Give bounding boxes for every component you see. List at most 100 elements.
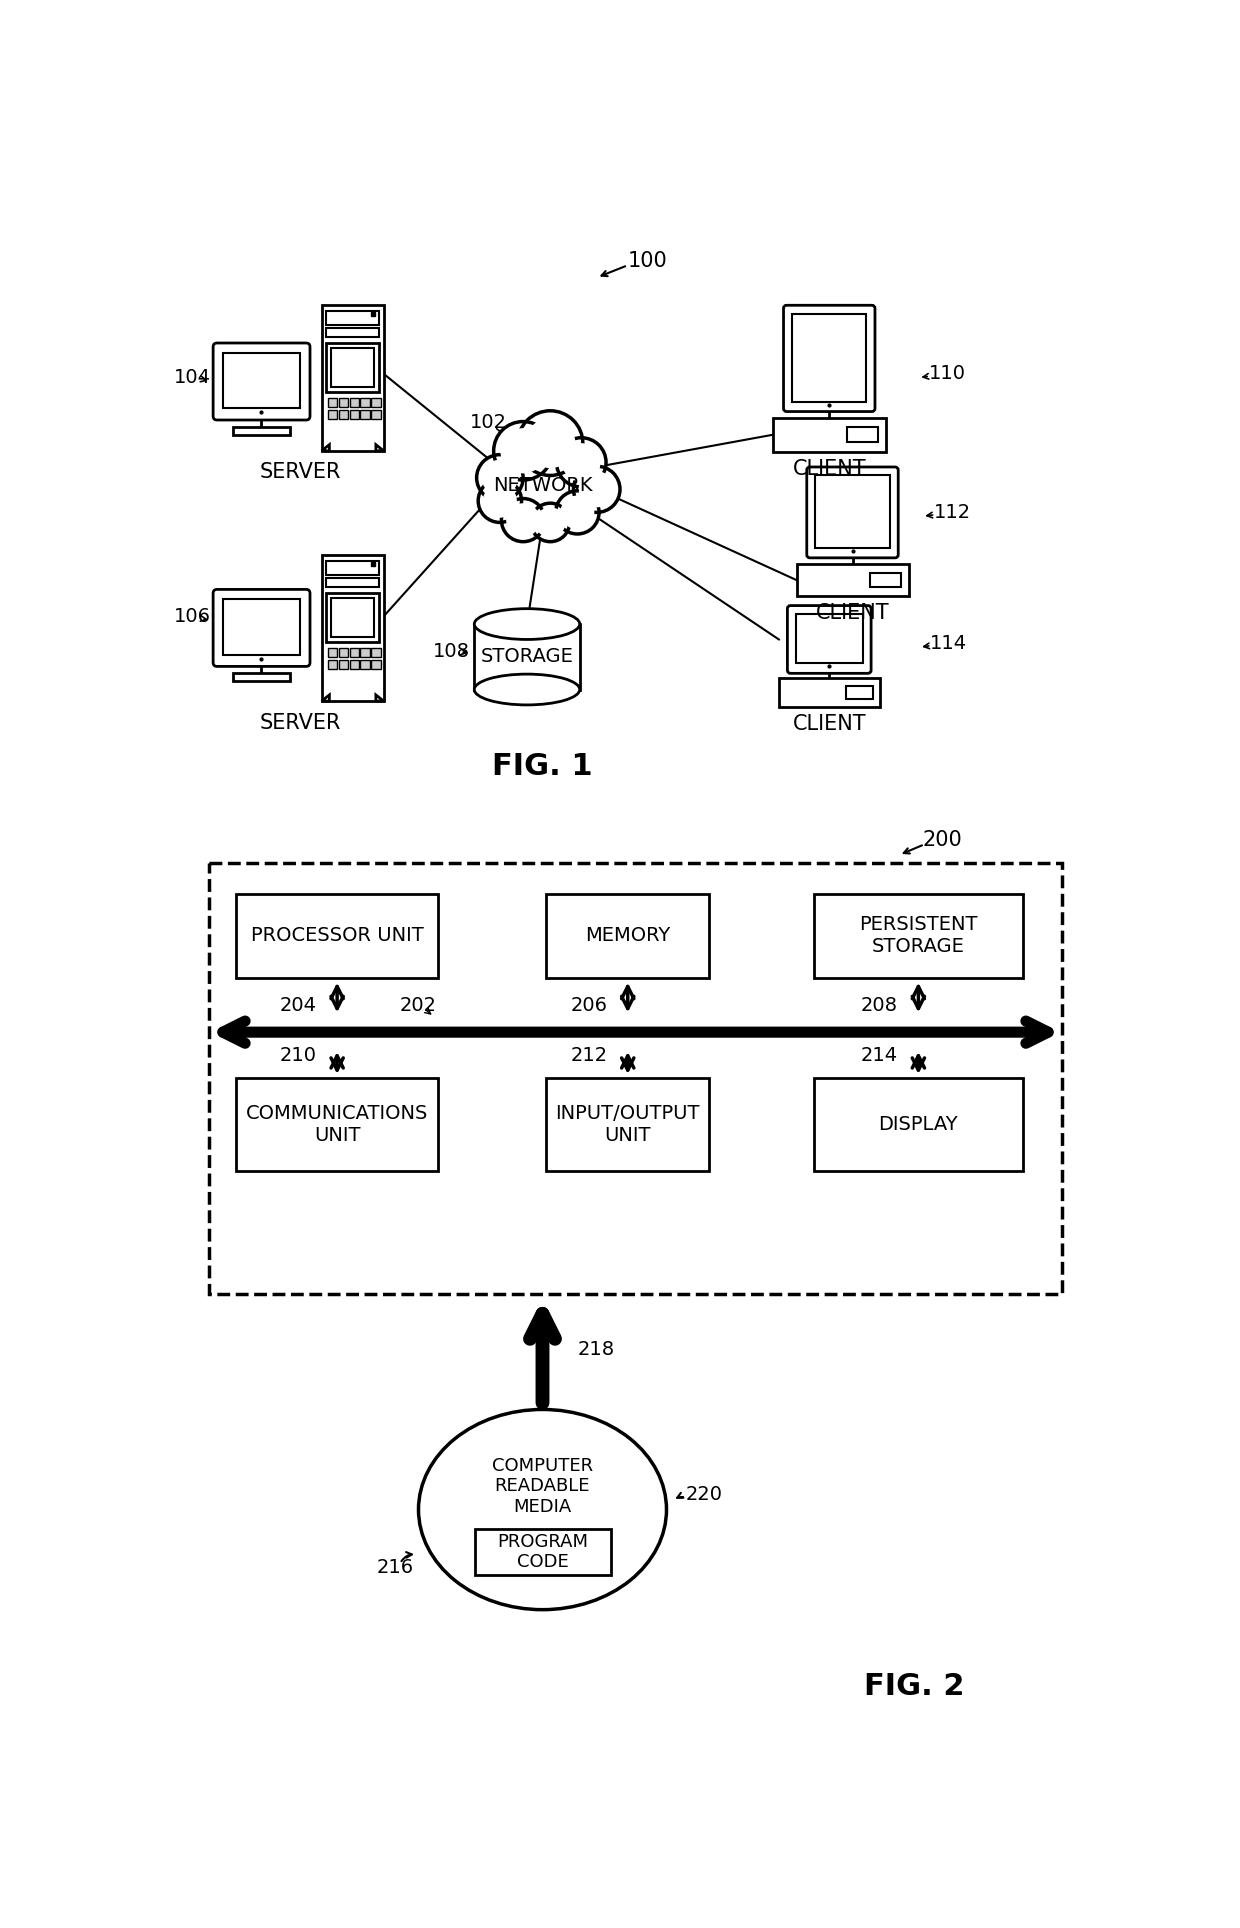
Bar: [350, 411, 358, 418]
Text: CLIENT: CLIENT: [816, 603, 889, 623]
Text: 220: 220: [686, 1485, 723, 1504]
Bar: [796, 613, 863, 663]
Text: 216: 216: [377, 1558, 414, 1577]
Circle shape: [573, 467, 620, 513]
Text: COMPUTER
READABLE
MEDIA: COMPUTER READABLE MEDIA: [492, 1458, 593, 1515]
Bar: [327, 648, 337, 657]
Text: PROGRAM
CODE: PROGRAM CODE: [497, 1533, 588, 1571]
Bar: [223, 600, 300, 656]
Bar: [371, 648, 381, 657]
FancyBboxPatch shape: [807, 467, 898, 557]
Circle shape: [557, 438, 606, 488]
Text: 110: 110: [929, 364, 966, 384]
FancyBboxPatch shape: [784, 305, 875, 411]
Bar: [339, 659, 348, 669]
Bar: [326, 310, 379, 324]
Polygon shape: [321, 694, 330, 702]
Bar: [233, 426, 290, 434]
Circle shape: [501, 428, 546, 472]
Bar: [233, 673, 290, 681]
Circle shape: [563, 443, 600, 480]
Bar: [237, 1078, 438, 1170]
Text: COMMUNICATIONS
UNIT: COMMUNICATIONS UNIT: [246, 1105, 428, 1145]
Bar: [350, 648, 358, 657]
FancyBboxPatch shape: [213, 343, 310, 420]
Text: 212: 212: [570, 1045, 608, 1064]
Bar: [326, 594, 379, 642]
Bar: [361, 659, 370, 669]
Text: PERSISTENT
STORAGE: PERSISTENT STORAGE: [859, 916, 977, 956]
Bar: [223, 353, 300, 409]
Bar: [327, 411, 337, 418]
Bar: [547, 893, 709, 977]
Bar: [321, 305, 383, 451]
FancyBboxPatch shape: [787, 605, 870, 673]
Circle shape: [482, 461, 517, 495]
Bar: [779, 679, 879, 708]
Bar: [816, 476, 890, 548]
Text: FIG. 2: FIG. 2: [864, 1672, 965, 1700]
FancyBboxPatch shape: [213, 590, 310, 667]
Bar: [371, 659, 381, 669]
Text: 208: 208: [861, 995, 898, 1014]
Text: 200: 200: [923, 829, 962, 850]
Ellipse shape: [419, 1409, 667, 1610]
Text: INPUT/OUTPUT
UNIT: INPUT/OUTPUT UNIT: [556, 1105, 701, 1145]
Circle shape: [531, 503, 569, 542]
Bar: [774, 418, 885, 453]
Text: SERVER: SERVER: [259, 713, 341, 733]
Bar: [361, 411, 370, 418]
Text: DISPLAY: DISPLAY: [879, 1114, 959, 1134]
Text: 108: 108: [433, 642, 470, 661]
Text: CLIENT: CLIENT: [792, 713, 866, 735]
Text: FIG. 1: FIG. 1: [492, 752, 593, 781]
Bar: [350, 397, 358, 407]
Circle shape: [501, 499, 544, 542]
Bar: [847, 686, 873, 698]
Circle shape: [484, 484, 516, 517]
Circle shape: [476, 455, 523, 501]
Text: 114: 114: [930, 634, 967, 654]
Bar: [792, 314, 867, 401]
Circle shape: [479, 480, 522, 522]
Text: CLIENT: CLIENT: [792, 459, 866, 480]
Bar: [327, 397, 337, 407]
Circle shape: [556, 492, 599, 534]
Text: 206: 206: [570, 995, 608, 1014]
Bar: [361, 397, 370, 407]
Polygon shape: [321, 445, 330, 451]
Text: 112: 112: [934, 503, 971, 522]
Polygon shape: [376, 445, 383, 451]
Bar: [339, 397, 348, 407]
Circle shape: [536, 507, 564, 536]
Circle shape: [518, 411, 583, 476]
Bar: [327, 659, 337, 669]
Circle shape: [579, 472, 614, 507]
Bar: [475, 1529, 611, 1575]
Bar: [371, 411, 381, 418]
Bar: [813, 893, 1023, 977]
Circle shape: [494, 422, 553, 480]
Text: SERVER: SERVER: [259, 463, 341, 482]
Polygon shape: [376, 694, 383, 702]
Bar: [797, 565, 909, 596]
Bar: [237, 893, 438, 977]
Text: 202: 202: [401, 995, 436, 1014]
Text: 204: 204: [280, 995, 317, 1014]
Text: 102: 102: [470, 413, 507, 432]
Bar: [371, 397, 381, 407]
Circle shape: [507, 503, 539, 536]
Bar: [547, 1078, 709, 1170]
Text: NETWORK: NETWORK: [492, 476, 593, 495]
Ellipse shape: [474, 609, 580, 640]
Bar: [339, 648, 348, 657]
Bar: [813, 1078, 1023, 1170]
Bar: [326, 328, 379, 337]
Text: 218: 218: [578, 1340, 615, 1359]
Bar: [326, 561, 379, 575]
Bar: [321, 555, 383, 702]
Bar: [326, 343, 379, 391]
Text: STORAGE: STORAGE: [481, 648, 573, 665]
Bar: [210, 862, 1061, 1294]
Bar: [870, 573, 901, 588]
